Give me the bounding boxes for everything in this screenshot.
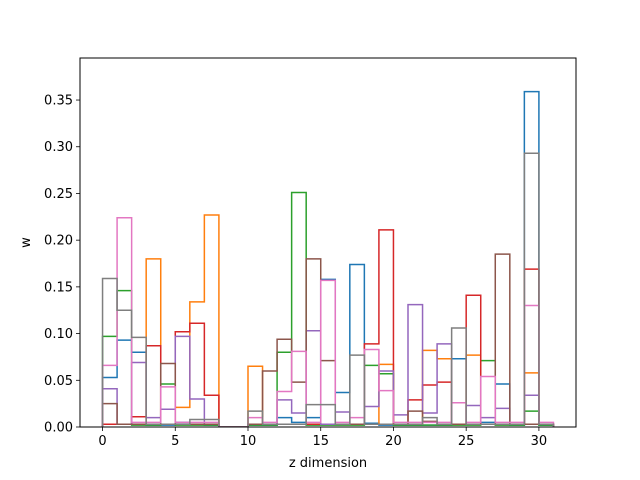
x-tick-label: 5 xyxy=(171,434,179,449)
x-tick-label: 20 xyxy=(385,434,402,449)
y-axis-label: w xyxy=(19,237,34,248)
histogram-series-3 xyxy=(101,191,555,427)
y-axis-ticks: 0.00 0.05 0.10 0.15 0.20 0.25 0.30 0.35 xyxy=(44,94,80,436)
x-tick-label: 30 xyxy=(531,434,548,449)
y-tick-label: 0.15 xyxy=(44,280,73,295)
x-axis-ticks: 0 5 10 15 20 25 30 xyxy=(98,427,547,449)
y-tick-label: 0.00 xyxy=(44,421,73,436)
y-tick-label: 0.10 xyxy=(44,327,73,342)
y-tick-label: 0.35 xyxy=(44,94,73,109)
histogram-series-7 xyxy=(101,216,555,427)
histogram-series-8 xyxy=(101,152,555,427)
x-axis-label: z dimension xyxy=(289,456,367,471)
y-tick-label: 0.30 xyxy=(44,140,73,155)
axes-frame xyxy=(79,57,577,428)
series-layer xyxy=(101,90,555,427)
y-tick-label: 0.25 xyxy=(44,187,73,202)
x-tick-label: 0 xyxy=(98,434,106,449)
x-tick-label: 10 xyxy=(240,434,257,449)
x-tick-label: 15 xyxy=(312,434,329,449)
y-tick-label: 0.20 xyxy=(44,234,73,249)
y-tick-label: 0.05 xyxy=(44,374,73,389)
x-tick-label: 25 xyxy=(458,434,475,449)
